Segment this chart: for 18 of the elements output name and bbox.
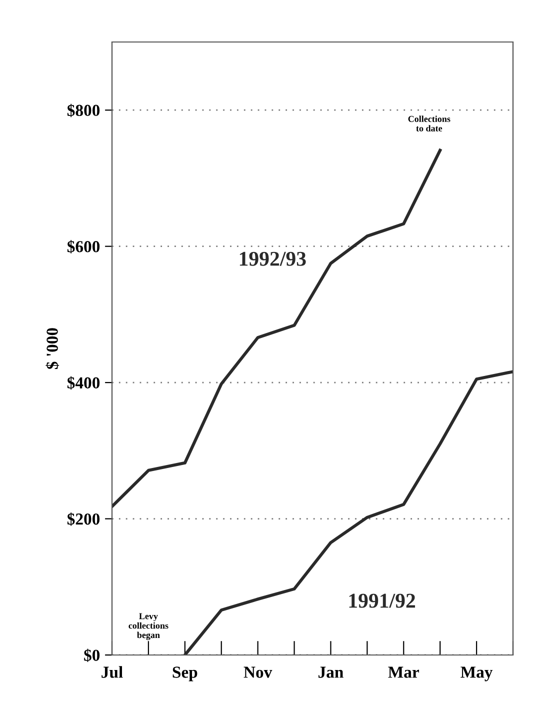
x-tick-label: Sep (172, 666, 198, 682)
y-tick-label: $0 (84, 648, 100, 662)
annotation: Levy collections began (128, 613, 168, 640)
y-tick-label: $800 (67, 104, 100, 118)
y-tick-label: $200 (67, 512, 100, 526)
x-tick-label: Mar (388, 666, 420, 678)
x-tick-label: May (460, 666, 493, 682)
x-tick-label: Jul (102, 666, 123, 678)
line-series (112, 148, 442, 508)
series-label: 1992/93 (240, 252, 306, 266)
annotation: Collections to date (408, 116, 450, 132)
y-tick-label: $400 (67, 376, 100, 390)
y-tick-label: $600 (67, 240, 100, 254)
x-tick-label: Nov (244, 666, 272, 678)
y-axis-title: $ '000 (46, 328, 60, 369)
text: 1991/92 (349, 594, 416, 608)
x-tick-label: Jan (318, 666, 344, 678)
line-series (183, 370, 513, 655)
